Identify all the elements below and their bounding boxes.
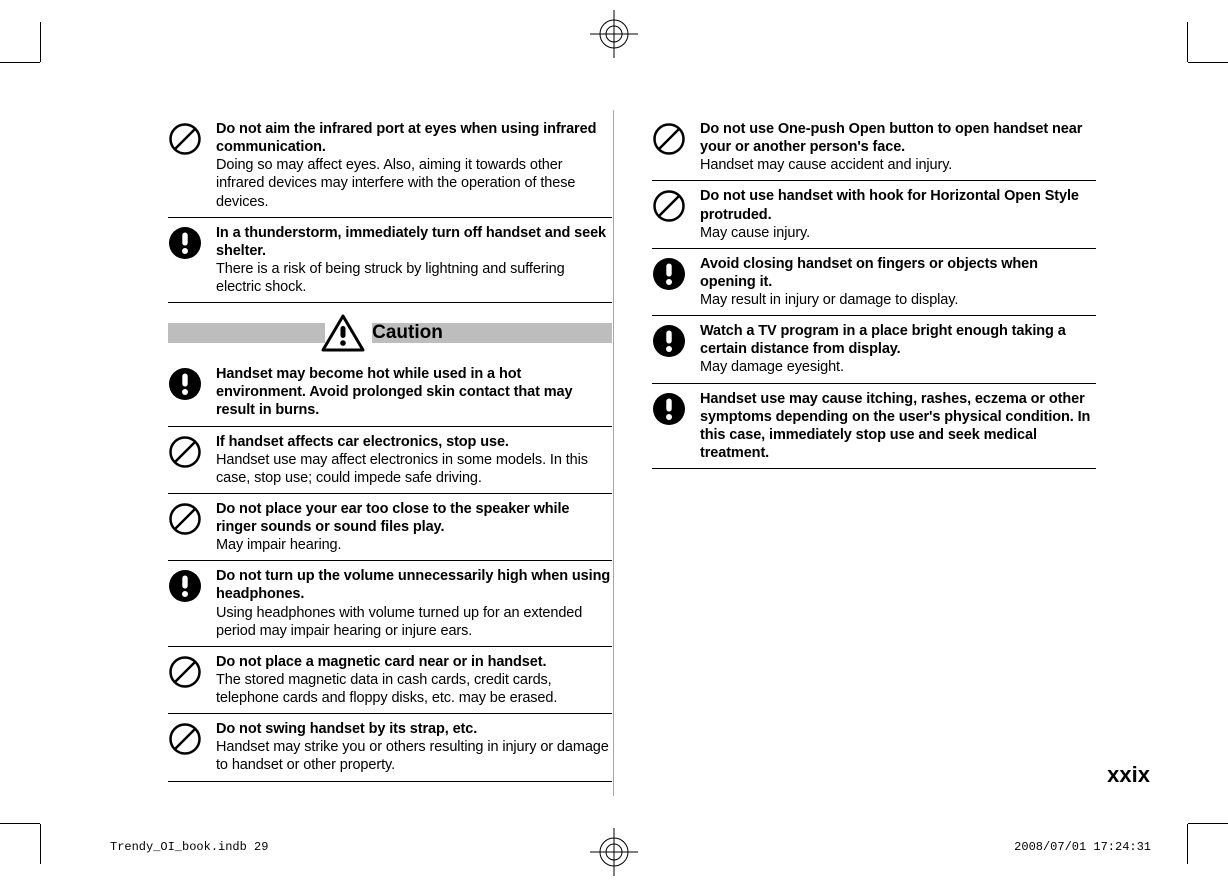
entry-text: Watch a TV program in a place bright eno… bbox=[700, 322, 1096, 376]
warning-triangle-icon bbox=[320, 313, 366, 353]
entry-body: May cause injury. bbox=[700, 225, 810, 241]
entry-text: Do not aim the infrared port at eyes whe… bbox=[216, 120, 612, 211]
warning-entry: Handset use may cause itching, rashes, e… bbox=[652, 384, 1096, 470]
entry-body: Handset may cause accident and injury. bbox=[700, 157, 952, 173]
entry-text: Do not turn up the volume unnecessarily … bbox=[216, 567, 612, 640]
crop-mark bbox=[40, 22, 41, 62]
warning-entry: Do not swing handset by its strap, etc. H… bbox=[168, 714, 612, 781]
mandatory-icon bbox=[652, 257, 690, 291]
prohibit-icon bbox=[652, 122, 690, 156]
prohibit-icon bbox=[168, 655, 206, 689]
entry-text: Handset use may cause itching, rashes, e… bbox=[700, 390, 1096, 463]
entry-bold: Do not use One-push Open button to open … bbox=[700, 121, 1082, 155]
entry-bold: Avoid closing handset on fingers or obje… bbox=[700, 256, 1038, 290]
mandatory-icon bbox=[652, 392, 690, 426]
entry-text: In a thunderstorm, immediately turn off … bbox=[216, 224, 612, 297]
prohibit-icon bbox=[168, 722, 206, 756]
entry-text: Avoid closing handset on fingers or obje… bbox=[700, 255, 1096, 309]
warning-entry: Handset may become hot while used in a h… bbox=[168, 359, 612, 426]
entry-body: There is a risk of being struck by light… bbox=[216, 261, 565, 295]
entry-body: May result in injury or damage to displa… bbox=[700, 292, 958, 308]
mandatory-icon bbox=[168, 569, 206, 603]
footer-file: Trendy_OI_book.indb 29 bbox=[110, 840, 268, 854]
prohibit-icon bbox=[652, 189, 690, 223]
caution-bar bbox=[168, 323, 325, 343]
page-number: xxix bbox=[1107, 762, 1150, 788]
warning-entry: Avoid closing handset on fingers or obje… bbox=[652, 249, 1096, 316]
crop-mark bbox=[40, 824, 41, 864]
crop-mark bbox=[0, 823, 40, 824]
caution-label-wrap: Caution bbox=[372, 323, 455, 343]
warning-entry: Do not use One-push Open button to open … bbox=[652, 114, 1096, 181]
entry-body: Handset may strike you or others resulti… bbox=[216, 739, 609, 773]
entry-text: Do not place a magnetic card near or in … bbox=[216, 653, 612, 707]
warning-entry: In a thunderstorm, immediately turn off … bbox=[168, 218, 612, 304]
prohibit-icon bbox=[168, 122, 206, 156]
entry-bold: Do not swing handset by its strap, etc. bbox=[216, 721, 477, 737]
entry-bold: Do not use handset with hook for Horizon… bbox=[700, 188, 1079, 222]
entry-text: Do not place your ear too close to the s… bbox=[216, 500, 612, 554]
warning-entry: Do not place your ear too close to the s… bbox=[168, 494, 612, 561]
caution-header: Caution bbox=[168, 313, 612, 353]
caution-bar bbox=[455, 323, 612, 343]
entry-text: Do not use One-push Open button to open … bbox=[700, 120, 1096, 174]
entry-body: May damage eyesight. bbox=[700, 359, 844, 375]
warning-entry: Do not turn up the volume unnecessarily … bbox=[168, 561, 612, 647]
entry-bold: In a thunderstorm, immediately turn off … bbox=[216, 225, 606, 259]
warning-entry: Do not aim the infrared port at eyes whe… bbox=[168, 114, 612, 218]
prohibit-icon bbox=[168, 435, 206, 469]
entry-body: Handset use may affect electronics in so… bbox=[216, 452, 588, 486]
entry-body: Using headphones with volume turned up f… bbox=[216, 605, 582, 639]
prohibit-icon bbox=[168, 502, 206, 536]
warning-entry: Do not place a magnetic card near or in … bbox=[168, 647, 612, 714]
left-column: Do not aim the infrared port at eyes whe… bbox=[168, 114, 612, 714]
crop-mark bbox=[1187, 824, 1188, 864]
entry-body: Doing so may affect eyes. Also, aiming i… bbox=[216, 157, 575, 209]
warning-entry: Do not use handset with hook for Horizon… bbox=[652, 181, 1096, 248]
crop-mark bbox=[1188, 62, 1228, 63]
entry-bold: Do not aim the infrared port at eyes whe… bbox=[216, 121, 596, 155]
entry-bold: Do not place a magnetic card near or in … bbox=[216, 654, 546, 670]
entry-text: Do not swing handset by its strap, etc. H… bbox=[216, 720, 612, 774]
entry-bold: If handset affects car electronics, stop… bbox=[216, 434, 509, 450]
entry-bold: Do not place your ear too close to the s… bbox=[216, 501, 569, 535]
entry-body: The stored magnetic data in cash cards, … bbox=[216, 672, 557, 706]
entry-text: Handset may become hot while used in a h… bbox=[216, 365, 612, 419]
crop-mark bbox=[0, 62, 40, 63]
caution-label: Caution bbox=[372, 322, 443, 344]
registration-mark-icon bbox=[590, 828, 638, 876]
crop-mark bbox=[1188, 823, 1228, 824]
entry-bold: Watch a TV program in a place bright eno… bbox=[700, 323, 1066, 357]
warning-entry: Watch a TV program in a place bright eno… bbox=[652, 316, 1096, 383]
entry-bold: Handset may become hot while used in a h… bbox=[216, 366, 572, 418]
page-content: Do not aim the infrared port at eyes whe… bbox=[168, 114, 1096, 714]
mandatory-icon bbox=[168, 226, 206, 260]
mandatory-icon bbox=[168, 367, 206, 401]
warning-entry: If handset affects car electronics, stop… bbox=[168, 427, 612, 494]
footer-timestamp: 2008/07/01 17:24:31 bbox=[1014, 840, 1151, 854]
right-column: Do not use One-push Open button to open … bbox=[652, 114, 1096, 714]
entry-text: If handset affects car electronics, stop… bbox=[216, 433, 612, 487]
crop-mark bbox=[1187, 22, 1188, 62]
entry-bold: Do not turn up the volume unnecessarily … bbox=[216, 568, 610, 602]
registration-mark-icon bbox=[590, 10, 638, 58]
entry-bold: Handset use may cause itching, rashes, e… bbox=[700, 391, 1090, 461]
mandatory-icon bbox=[652, 324, 690, 358]
entry-body: May impair hearing. bbox=[216, 537, 341, 553]
entry-text: Do not use handset with hook for Horizon… bbox=[700, 187, 1096, 241]
